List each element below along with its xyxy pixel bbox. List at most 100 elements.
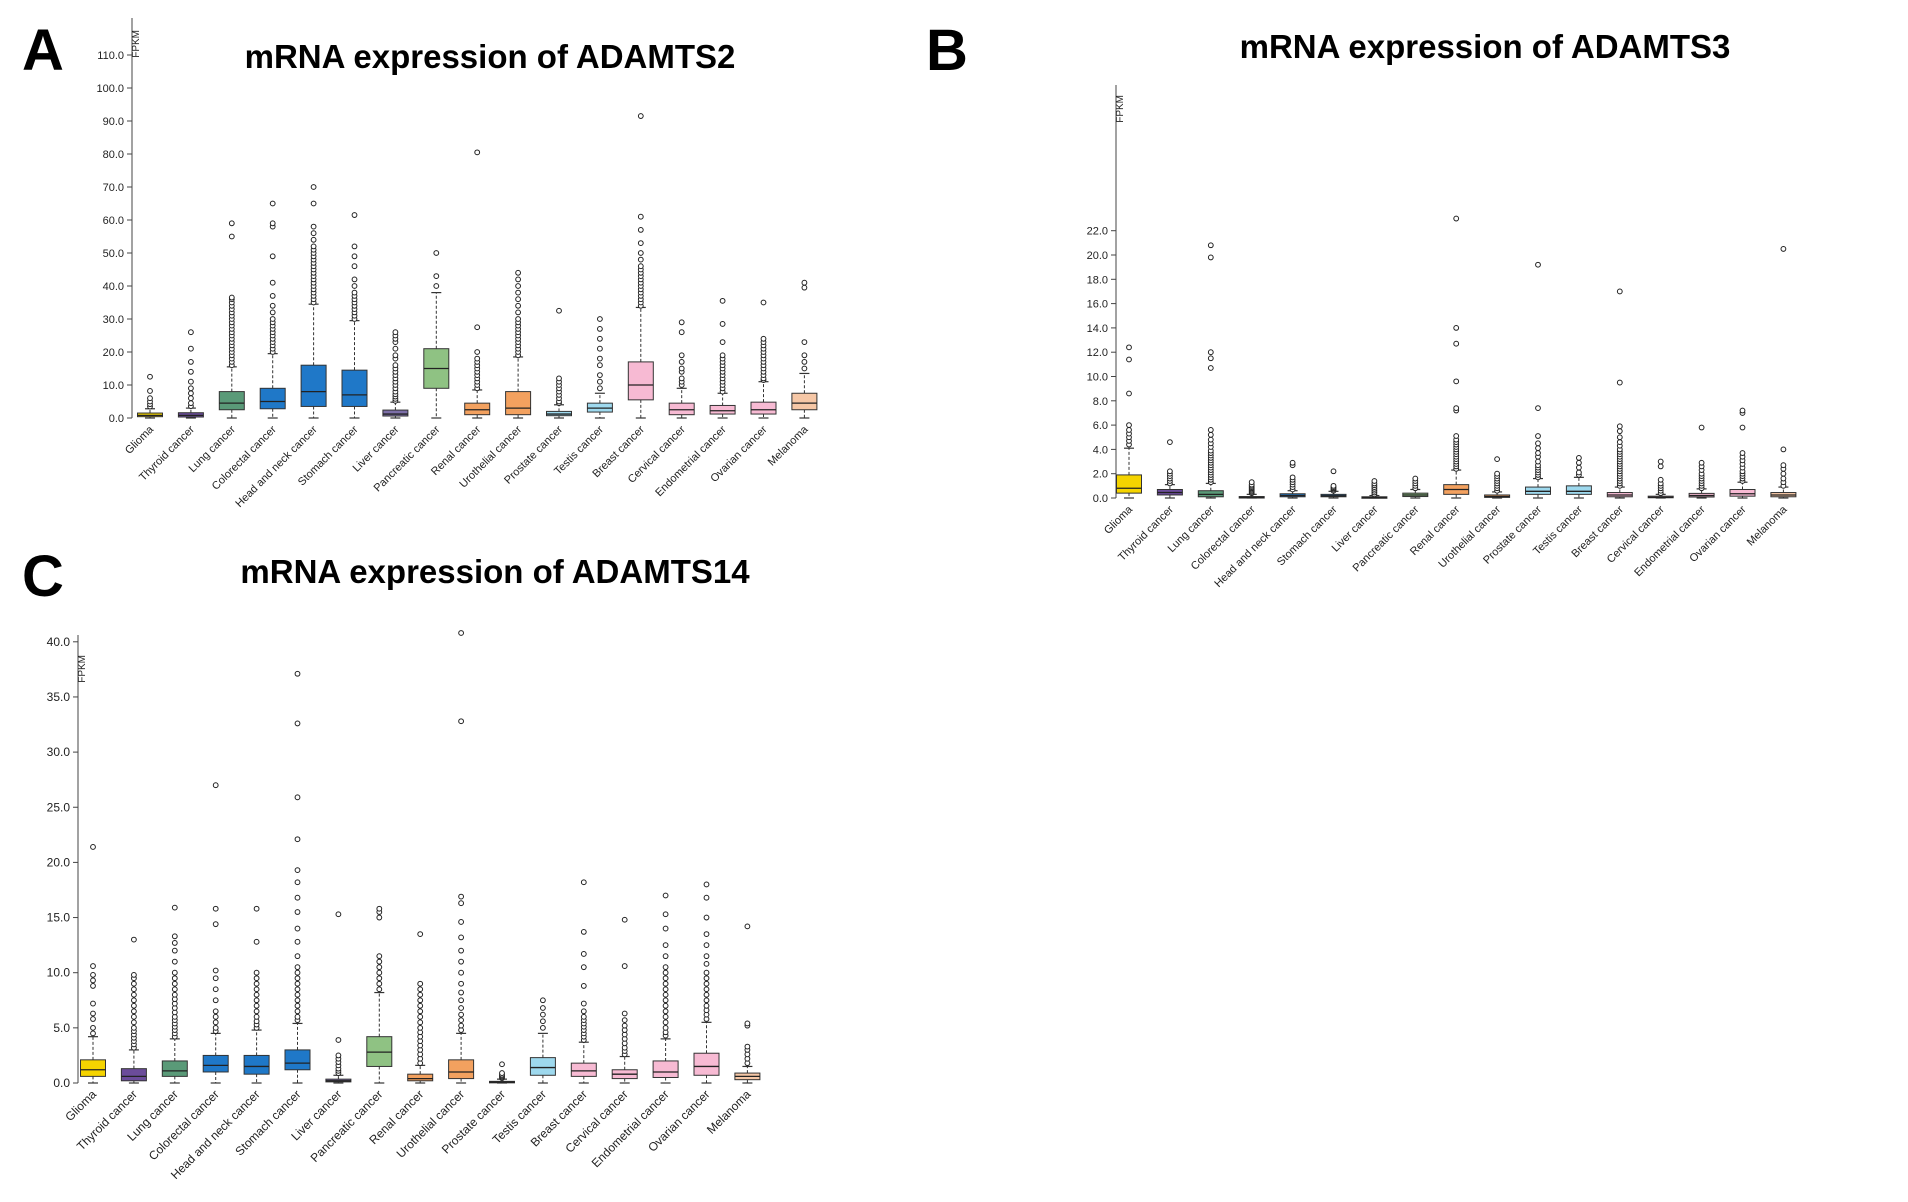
box-colorectal-cancer xyxy=(1238,479,1265,499)
y-tick-label: 0.0 xyxy=(109,413,124,425)
outlier-point xyxy=(310,236,317,243)
outlier-point xyxy=(662,975,669,982)
box-body xyxy=(505,391,532,416)
outlier-point xyxy=(1207,355,1214,362)
outlier-point xyxy=(458,919,465,925)
outlier-point xyxy=(719,321,726,327)
outlier-point xyxy=(1698,459,1705,466)
outlier-point xyxy=(253,1008,260,1015)
outlier-point xyxy=(90,1016,96,1022)
box-liver-cancer xyxy=(325,911,352,1084)
y-tick-label: 60.0 xyxy=(103,215,124,227)
outlier-point xyxy=(458,989,465,996)
outlier-point xyxy=(1207,242,1214,249)
outlier-point xyxy=(662,986,669,993)
box-endometrial-cancer xyxy=(709,297,736,419)
outlier-point xyxy=(678,319,685,326)
outlier-point xyxy=(376,953,383,960)
box-stomach-cancer xyxy=(284,670,311,1084)
outlier-point xyxy=(1453,325,1460,331)
outlier-point xyxy=(662,953,669,960)
outlier-point xyxy=(515,296,521,303)
outlier-point xyxy=(540,1018,546,1025)
y-tick-label: 10.0 xyxy=(103,380,124,392)
outlier-point xyxy=(1494,470,1500,477)
outlier-point xyxy=(458,997,465,1004)
box-body xyxy=(300,364,327,407)
outlier-point xyxy=(1698,424,1705,431)
outlier-point xyxy=(253,991,260,998)
y-tick-label: 15.0 xyxy=(47,911,71,925)
outlier-point xyxy=(556,307,562,314)
outlier-point xyxy=(662,925,669,932)
outlier-point xyxy=(662,942,669,949)
outlier-point xyxy=(678,359,685,365)
outlier-point xyxy=(1207,365,1214,371)
outlier-point xyxy=(294,879,301,886)
outlier-point xyxy=(90,983,96,989)
outlier-point xyxy=(597,345,603,352)
box-body xyxy=(382,409,409,417)
outlier-point xyxy=(719,352,726,359)
outlier-point xyxy=(458,893,465,900)
outlier-point xyxy=(703,1002,710,1009)
outlier-point xyxy=(637,113,644,119)
outlier-point xyxy=(171,904,178,911)
outlier-point xyxy=(1126,422,1132,429)
outlier-point xyxy=(90,972,96,978)
box-body xyxy=(161,1060,188,1077)
outlier-point xyxy=(417,997,424,1004)
box-liver-cancer xyxy=(1361,478,1388,499)
outlier-point xyxy=(1739,407,1746,414)
box-pancreatic-cancer xyxy=(423,250,450,419)
chart-title: mRNA expression of ADAMTS14 xyxy=(240,553,750,590)
outlier-point xyxy=(335,911,342,918)
y-tick-label: 100.0 xyxy=(96,83,124,95)
outlier-point xyxy=(392,345,399,352)
outlier-point xyxy=(1780,446,1787,453)
outlier-point xyxy=(703,960,710,967)
outlier-point xyxy=(458,630,465,636)
box-head-and-neck-cancer xyxy=(1279,459,1306,499)
outlier-point xyxy=(703,969,710,976)
outlier-point xyxy=(580,1013,587,1020)
outlier-point xyxy=(131,986,137,993)
outlier-point xyxy=(1494,456,1500,463)
x-tick-label: Glioma xyxy=(62,1087,99,1124)
outlier-point xyxy=(703,991,710,998)
y-tick-label: 5.0 xyxy=(53,1021,70,1035)
outlier-point xyxy=(253,1013,260,1020)
outlier-point xyxy=(253,986,260,993)
outlier-point xyxy=(376,914,383,921)
outlier-point xyxy=(376,905,383,912)
outlier-point xyxy=(188,345,194,352)
outlier-point xyxy=(1207,349,1214,356)
box-ovarian-cancer xyxy=(750,299,777,419)
outlier-point xyxy=(212,782,219,789)
box-cervical-cancer xyxy=(611,916,638,1084)
outlier-point xyxy=(458,958,465,965)
outlier-point xyxy=(1289,474,1296,481)
outlier-point xyxy=(131,980,137,987)
y-axis-label: FPKM xyxy=(1115,95,1126,123)
outlier-point xyxy=(351,253,358,260)
outlier-point xyxy=(294,938,301,945)
outlier-point xyxy=(1739,424,1746,431)
outlier-point xyxy=(1453,340,1460,347)
outlier-point xyxy=(90,1024,96,1031)
outlier-point xyxy=(540,1011,546,1018)
box-renal-cancer xyxy=(407,931,434,1084)
box-body xyxy=(284,1049,311,1071)
outlier-point xyxy=(171,933,178,940)
y-tick-label: 20.0 xyxy=(1087,250,1108,262)
y-axis-label: FPKM xyxy=(77,655,88,683)
box-ovarian-cancer xyxy=(693,881,720,1084)
outlier-point xyxy=(131,972,137,978)
outlier-point xyxy=(515,269,521,276)
outlier-point xyxy=(458,1017,465,1024)
outlier-point xyxy=(376,969,383,976)
outlier-point xyxy=(433,283,440,289)
outlier-point xyxy=(351,283,358,289)
outlier-point xyxy=(662,1002,669,1009)
box-head-and-neck-cancer xyxy=(300,184,327,419)
